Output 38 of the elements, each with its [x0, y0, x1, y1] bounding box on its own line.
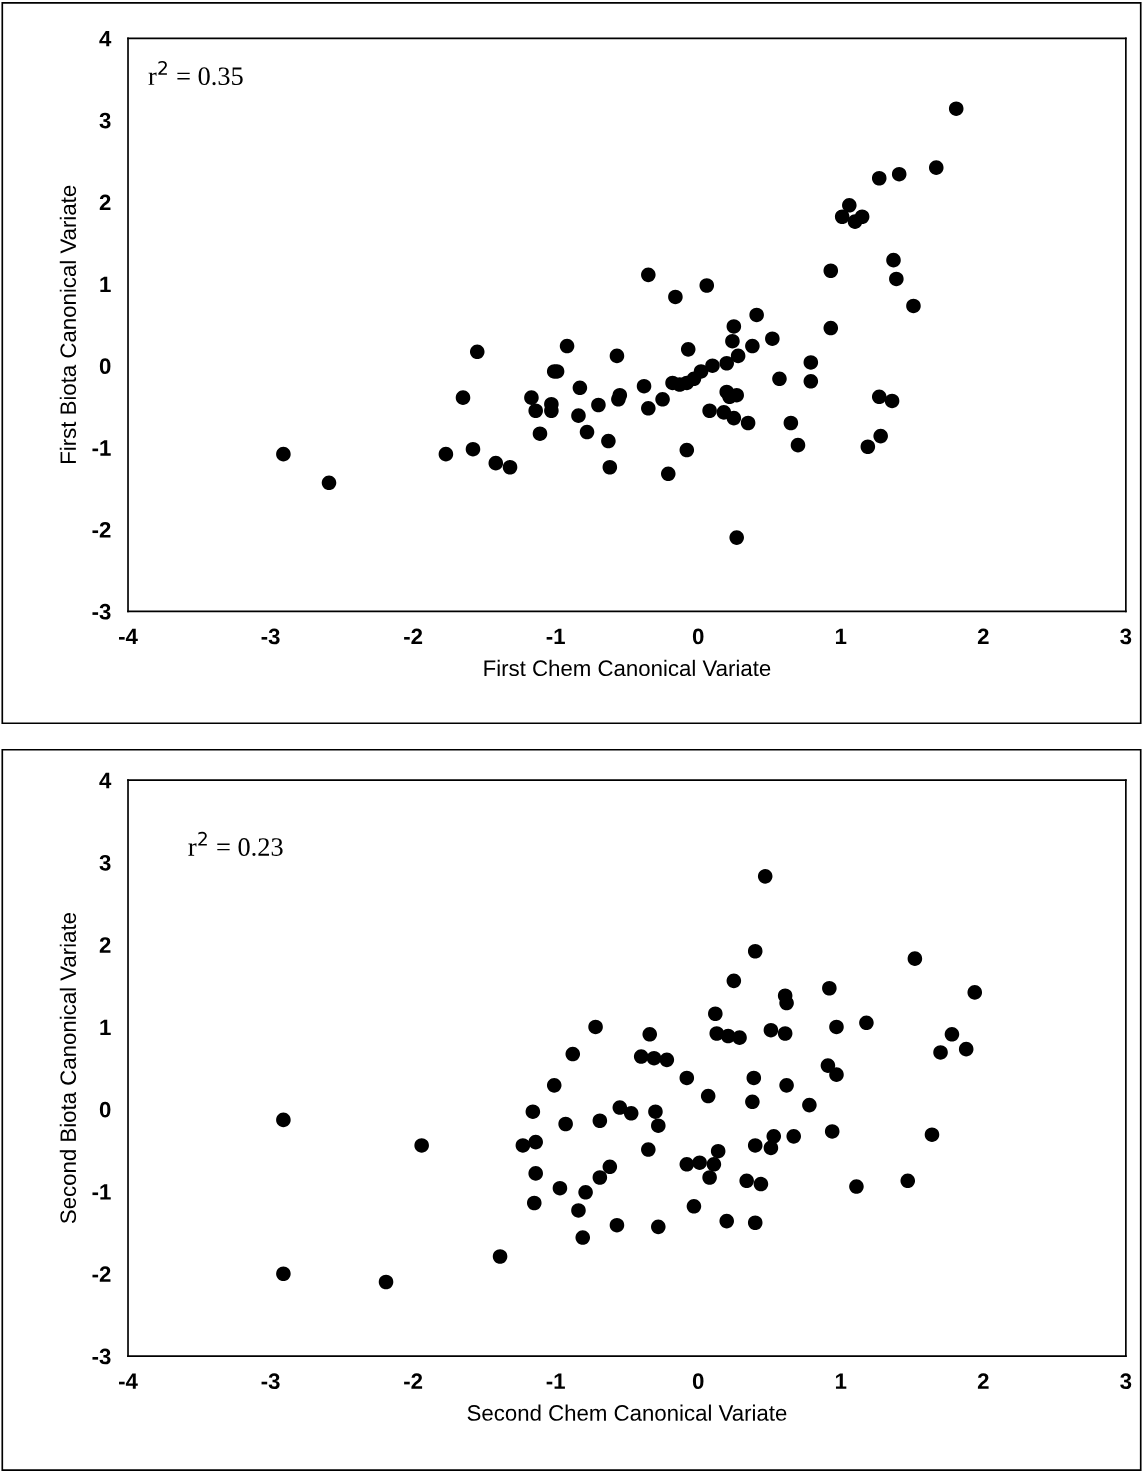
- y-tick-label: 1: [100, 276, 111, 292]
- y-tick-label: 1: [100, 1019, 111, 1035]
- y-axis-title: Second Biota Canonical Variate: [59, 912, 77, 1224]
- x-tick-label: 1: [835, 628, 847, 645]
- y-tick-label: 2: [99, 937, 111, 953]
- x-tick-label: 0: [692, 628, 704, 645]
- x-tick-label: 1: [835, 1373, 847, 1389]
- y-tick-label: -2: [92, 1266, 111, 1282]
- x-tick-label: -3: [261, 1373, 280, 1390]
- annotation: r$^{2}$ = 0.23: [188, 831, 283, 857]
- y-tick-label: -1: [92, 440, 111, 456]
- y-tick-label: -3: [92, 1348, 111, 1365]
- y-tick-label: 4: [99, 31, 112, 47]
- y-tick-label: 3: [99, 854, 111, 871]
- x-tick-label: -1: [546, 628, 565, 645]
- x-tick-label: -4: [119, 1373, 138, 1389]
- x-tick-label: 3: [1120, 628, 1132, 645]
- y-tick-label: -3: [92, 603, 111, 620]
- x-tick-label: -2: [404, 1373, 423, 1389]
- x-axis-title: First Chem Canonical Variate: [484, 659, 771, 677]
- x-tick-label: 2: [977, 1373, 989, 1389]
- x-tick-label: 3: [1120, 1373, 1132, 1390]
- x-tick-label: 0: [692, 1373, 704, 1390]
- y-tick-label: 0: [99, 358, 111, 374]
- y-tick-label: -2: [92, 521, 111, 538]
- y-axis-title: First Biota Canonical Variate: [59, 185, 77, 463]
- y-tick-label: 0: [99, 1101, 111, 1118]
- x-axis-title: Second Chem Canonical Variate: [467, 1404, 787, 1421]
- x-tick-label: -1: [546, 1373, 565, 1389]
- annotation: r$^{2}$ = 0.35: [148, 61, 243, 86]
- x-tick-label: -2: [404, 628, 423, 645]
- y-tick-label: -1: [92, 1184, 111, 1200]
- y-tick-label: 3: [99, 112, 111, 129]
- y-tick-label: 4: [99, 772, 112, 789]
- x-tick-label: -4: [119, 628, 138, 645]
- x-tick-label: -3: [261, 628, 280, 645]
- x-tick-label: 2: [977, 628, 989, 645]
- y-tick-label: 2: [99, 194, 111, 211]
